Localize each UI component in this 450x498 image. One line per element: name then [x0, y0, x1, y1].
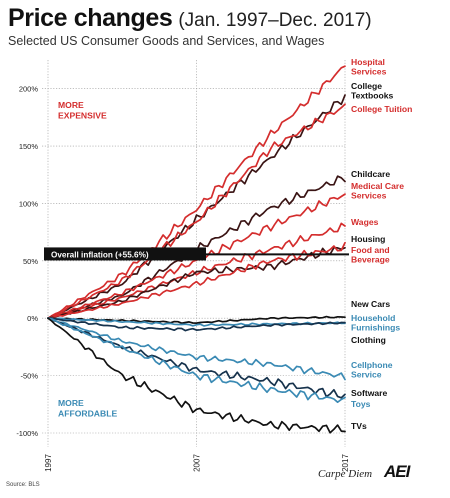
series-line-toys: [47, 317, 346, 404]
series-label: Furnishings: [351, 323, 400, 333]
series-layer: [47, 65, 346, 434]
aei-logo: AEI: [384, 462, 410, 481]
series-line-college-textbooks: [47, 94, 346, 320]
series-label: Software: [351, 388, 388, 398]
y-tick-label: -100%: [16, 429, 38, 438]
y-tick-label: 50%: [23, 257, 38, 266]
y-tick-label: 100%: [19, 199, 39, 208]
series-label: Childcare: [351, 169, 390, 179]
series-line-college-tuition: [47, 103, 346, 320]
series-label: Hospital: [351, 57, 385, 67]
series-label: TVs: [351, 421, 367, 431]
series-label: Cellphone: [351, 360, 393, 370]
series-label: Beverage: [351, 255, 390, 265]
y-tick-label: 0%: [27, 314, 38, 323]
source-credit: Source: BLS: [6, 482, 40, 488]
series-label: Wages: [351, 217, 379, 227]
annotation-more-affordable: MORE: [58, 398, 84, 408]
x-tick-label: 2017: [341, 454, 350, 472]
series-label: Service: [351, 370, 382, 380]
series-label: Housing: [351, 234, 385, 244]
series-label: Toys: [351, 399, 371, 409]
series-label: Textbooks: [351, 91, 394, 101]
series-label: New Cars: [351, 299, 390, 309]
series-line-hospital-services: [47, 65, 346, 320]
series-line-household-furnishings: [47, 317, 346, 327]
series-line-new-cars: [47, 315, 346, 325]
chart-subtitle: Selected US Consumer Goods and Services,…: [8, 34, 325, 48]
inflation-label: Overall inflation (+55.6%): [51, 250, 149, 259]
y-tick-label: -50%: [20, 372, 38, 381]
series-label: Household: [351, 313, 395, 323]
x-tick-label: 2007: [193, 454, 202, 472]
title-main: Price changes: [8, 4, 173, 32]
series-label: Services: [351, 191, 387, 201]
brand-name: Carpe Diem: [318, 468, 373, 480]
series-line-cellphone-service: [47, 317, 346, 381]
series-line-wages: [47, 222, 346, 320]
series-label: Services: [351, 67, 387, 77]
series-label: College Tuition: [351, 104, 412, 114]
annotation-more-affordable: AFFORDABLE: [58, 409, 117, 419]
series-label: Food and: [351, 245, 390, 255]
y-tick-label: 200%: [19, 85, 39, 94]
series-label: Clothing: [351, 335, 386, 345]
annotation-more-expensive: EXPENSIVE: [58, 111, 107, 121]
annotation-more-expensive: MORE: [58, 100, 84, 110]
inflation-label-box: [44, 247, 206, 261]
series-label: Medical Care: [351, 181, 404, 191]
x-tick-label: 1997: [44, 454, 53, 472]
chart-title: Price changes (Jan. 1997–Dec. 2017): [8, 4, 372, 33]
series-line-clothing: [47, 317, 346, 332]
y-tick-label: 150%: [19, 142, 39, 151]
title-date-range: (Jan. 1997–Dec. 2017): [178, 10, 372, 31]
series-label-layer: HospitalServicesCollegeTextbooksCollege …: [351, 57, 412, 431]
series-label: College: [351, 81, 382, 91]
series-line-tvs: [47, 317, 346, 434]
series-line-food-and-beverage: [47, 241, 346, 320]
